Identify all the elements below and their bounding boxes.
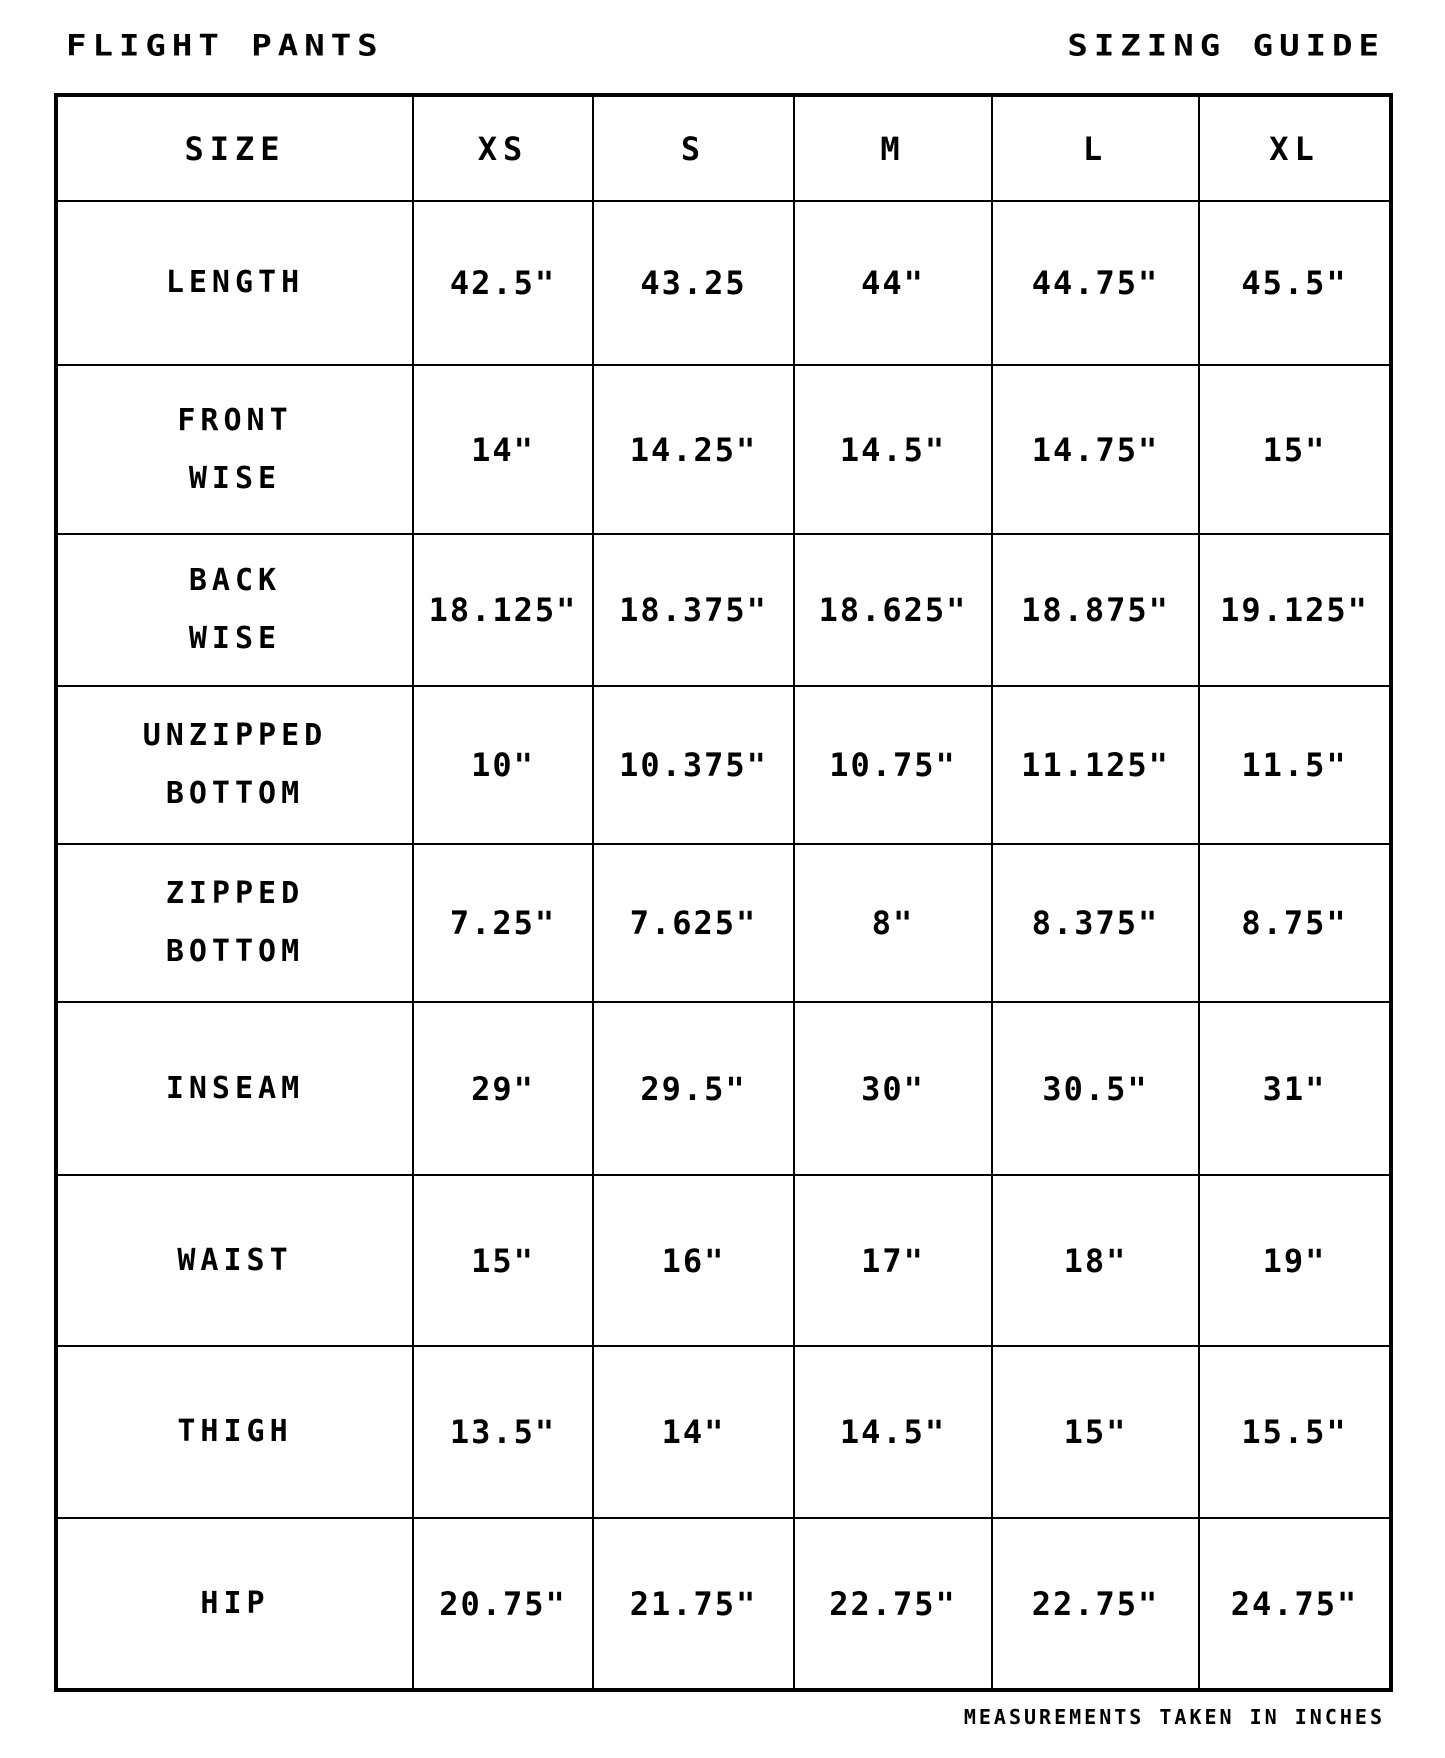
row-label: Thigh	[55, 1345, 414, 1519]
table-row: Thigh 13.5" 14" 14.5" 15" 15.5"	[55, 1345, 1392, 1519]
row-label-line: Bottom	[165, 934, 305, 969]
measurement-cell: 44.75"	[991, 200, 1200, 366]
document-subtitle: Sizing Guide	[1067, 29, 1385, 63]
measurement-cell: 14.75"	[991, 364, 1200, 535]
row-label: Unzipped Bottom	[55, 685, 414, 845]
measurement-cell: 14"	[412, 364, 594, 535]
table-row: Inseam 29" 29.5" 30" 30.5" 31"	[55, 1001, 1392, 1176]
sizing-table: SIZE XS S M L XL Length 42.5" 43.25 44" 44.7…	[54, 93, 1393, 1692]
row-label: Inseam	[55, 1001, 414, 1176]
row-label-line: Inseam	[165, 1070, 305, 1106]
measurement-cell: 22.75"	[793, 1517, 993, 1691]
size-column-header: M	[793, 94, 993, 202]
measurement-cell: 15.5"	[1198, 1345, 1392, 1519]
measurement-cell: 14.5"	[793, 364, 993, 535]
row-label: Waist	[55, 1174, 414, 1347]
measurement-cell: 24.75"	[1198, 1517, 1392, 1691]
header-row: SIZE XS S M L XL	[55, 94, 1392, 202]
measurement-cell: 10"	[412, 685, 594, 845]
row-label-line: Zipped	[165, 876, 305, 911]
row-label-line: Wise	[188, 621, 282, 656]
measurement-cell: 43.25	[592, 200, 795, 366]
row-label: Zipped Bottom	[55, 843, 414, 1003]
table-row: Length 42.5" 43.25 44" 44.75" 45.5"	[55, 200, 1392, 366]
measurement-cell: 11.125"	[991, 685, 1200, 845]
measurement-cell: 20.75"	[412, 1517, 594, 1691]
measurement-cell: 45.5"	[1198, 200, 1392, 366]
measurement-cell: 18"	[991, 1174, 1200, 1347]
measurement-cell: 14"	[592, 1345, 795, 1519]
measurement-cell: 18.875"	[991, 533, 1200, 687]
row-label: Hip	[55, 1517, 414, 1691]
row-label: Back Wise	[55, 533, 414, 687]
measurement-cell: 31"	[1198, 1001, 1392, 1176]
footer-note: Measurements taken in inches	[963, 1705, 1385, 1729]
row-label-line: Back	[188, 563, 282, 598]
row-label-line: Front	[177, 402, 293, 438]
size-column-header: L	[991, 94, 1200, 202]
measurement-cell: 14.25"	[592, 364, 795, 535]
size-column-header: XL	[1198, 94, 1392, 202]
size-column-header: XS	[412, 94, 594, 202]
table-row: Waist 15" 16" 17" 18" 19"	[55, 1174, 1392, 1347]
measurement-cell: 19.125"	[1198, 533, 1392, 687]
measurement-cell: 7.25"	[412, 843, 594, 1003]
measurement-cell: 18.125"	[412, 533, 594, 687]
measurement-cell: 29"	[412, 1001, 594, 1176]
measurement-cell: 19"	[1198, 1174, 1392, 1347]
row-label-line: Waist	[177, 1242, 293, 1278]
measurement-cell: 18.375"	[592, 533, 795, 687]
row-label-line: Length	[165, 265, 305, 300]
row-label: Length	[55, 200, 414, 366]
measurement-cell: 7.625"	[592, 843, 795, 1003]
measurement-cell: 15"	[412, 1174, 594, 1347]
measurement-cell: 30.5"	[991, 1001, 1200, 1176]
row-label-line: Hip	[200, 1585, 270, 1621]
measurement-cell: 29.5"	[592, 1001, 795, 1176]
measurement-cell: 42.5"	[412, 200, 594, 366]
measurement-cell: 21.75"	[592, 1517, 795, 1691]
measurement-cell: 13.5"	[412, 1345, 594, 1519]
row-label: Front Wise	[55, 364, 414, 535]
table-row: Hip 20.75" 21.75" 22.75" 22.75" 24.75"	[55, 1517, 1392, 1691]
row-label-line: Unzipped	[142, 718, 328, 753]
measurement-cell: 22.75"	[991, 1517, 1200, 1691]
document-title: Flight Pants	[66, 29, 384, 63]
size-column-header: S	[592, 94, 795, 202]
table-row: Zipped Bottom 7.25" 7.625" 8" 8.375" 8.75"	[55, 843, 1392, 1003]
measurement-cell: 15"	[1198, 364, 1392, 535]
measurement-cell: 8"	[793, 843, 993, 1003]
measurement-cell: 44"	[793, 200, 993, 366]
measurement-cell: 8.375"	[991, 843, 1200, 1003]
row-label-line: Wise	[188, 460, 282, 496]
measurement-cell: 10.375"	[592, 685, 795, 845]
measurement-cell: 17"	[793, 1174, 993, 1347]
measurement-cell: 11.5"	[1198, 685, 1392, 845]
measurement-cell: 15"	[991, 1345, 1200, 1519]
table-row: Unzipped Bottom 10" 10.375" 10.75" 11.125" 11.…	[55, 685, 1392, 845]
size-header: SIZE	[55, 94, 414, 202]
measurement-cell: 10.75"	[793, 685, 993, 845]
measurement-cell: 8.75"	[1198, 843, 1392, 1003]
measurement-cell: 18.625"	[793, 533, 993, 687]
row-label-line: Thigh	[177, 1414, 293, 1449]
table-row: Back Wise 18.125" 18.375" 18.625" 18.875" 19.1…	[55, 533, 1392, 687]
measurement-cell: 30"	[793, 1001, 993, 1176]
measurement-cell: 16"	[592, 1174, 795, 1347]
row-label-line: Bottom	[165, 776, 305, 811]
table-row: Front Wise 14" 14.25" 14.5" 14.75" 15"	[55, 364, 1392, 535]
measurement-cell: 14.5"	[793, 1345, 993, 1519]
